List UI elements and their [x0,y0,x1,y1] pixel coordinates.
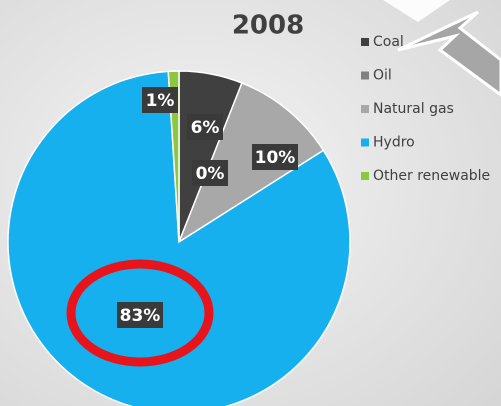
data-label: 0% [196,164,225,184]
legend-label: Hydro [373,135,415,151]
legend: Coal Oil Natural gas Hydro Other renewable [361,34,490,184]
data-label: 6% [191,118,220,138]
data-label-box [192,160,228,186]
highlight-circle [66,259,214,367]
arrow-fragment [383,0,450,22]
legend-label: Oil [373,68,392,84]
pie-slice [167,70,180,243]
data-label: 83% [120,306,161,326]
data-label-box [252,144,298,170]
legend-swatch [361,172,369,180]
legend-label: Natural gas [373,101,454,117]
pie-slice [7,70,351,406]
pie [7,70,351,406]
chart-title: 2008 [232,11,304,41]
legend-swatch [361,38,369,46]
data-label: 1% [146,91,175,111]
arrow [397,10,501,97]
legend-swatch [361,71,369,80]
data-label: 10% [255,148,296,168]
legend-label: Other renewable [373,168,490,184]
data-label-box [117,302,163,328]
data-label-box [142,87,178,113]
pie-slice [177,82,325,244]
legend-label: Coal [373,34,404,50]
legend-swatch [361,138,369,147]
data-label-box [187,114,223,140]
data-labels: 6% 0% 10% 83% 1% [117,87,298,328]
legend-swatch [361,105,369,113]
